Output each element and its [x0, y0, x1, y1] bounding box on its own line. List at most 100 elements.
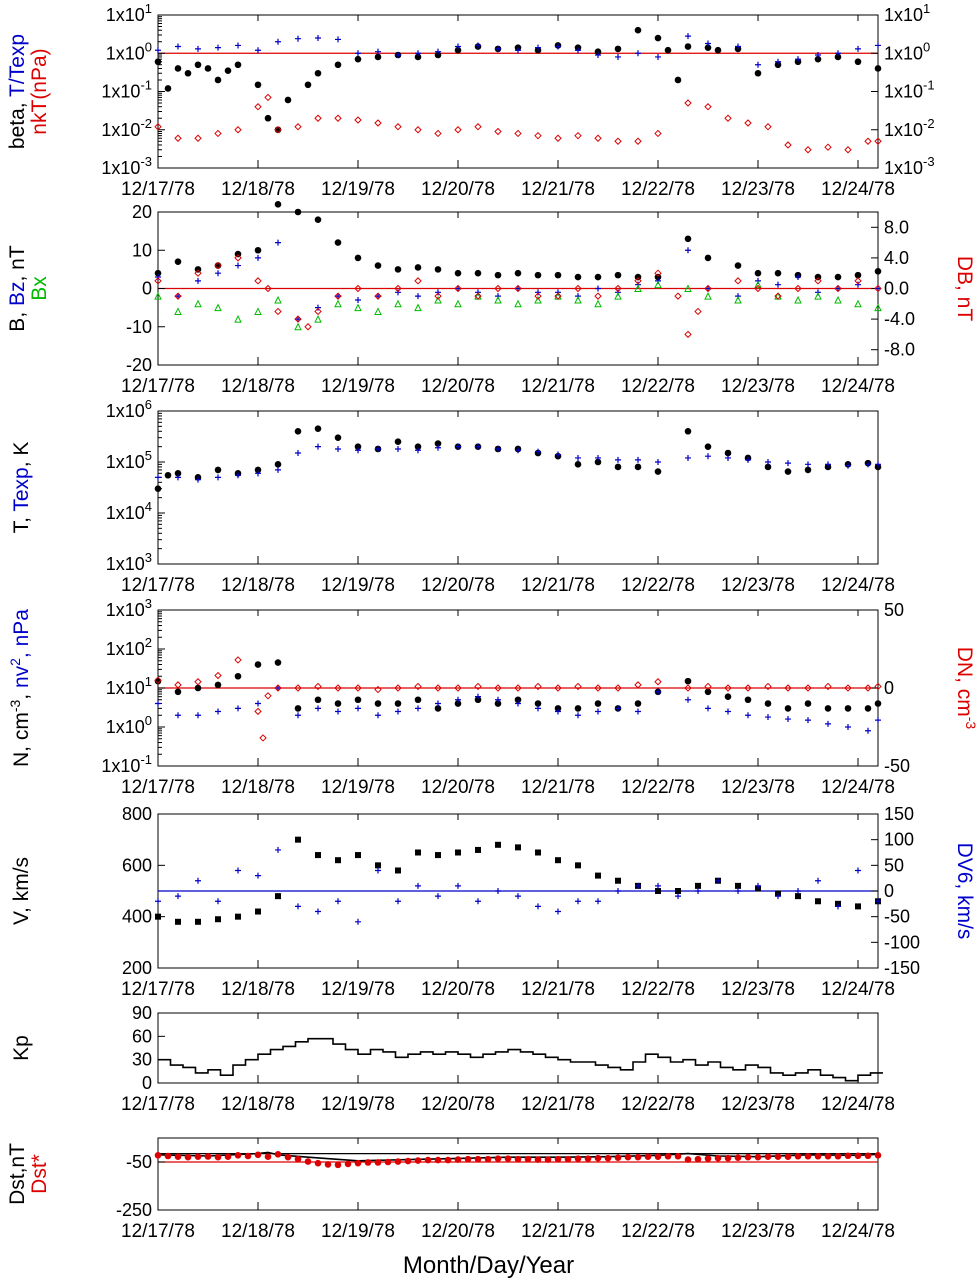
- data-point: [395, 289, 401, 296]
- data-point: [684, 677, 692, 685]
- data-point: [155, 474, 161, 481]
- data-point: [334, 684, 342, 692]
- data-point: [394, 700, 402, 707]
- data-point: [815, 898, 821, 905]
- x-tick-label: 12/23/78: [721, 179, 795, 200]
- data-point: [395, 867, 401, 874]
- data-point: [604, 1154, 612, 1162]
- y-tick-label: 20: [132, 202, 152, 222]
- data-point: [314, 425, 322, 432]
- data-point: [535, 849, 541, 856]
- data-point: [514, 696, 522, 704]
- data-point: [344, 1160, 352, 1168]
- data-point: [174, 681, 182, 689]
- x-tick-label: 12/20/78: [421, 979, 495, 1000]
- data-point: [824, 143, 832, 151]
- data-point: [275, 893, 281, 900]
- data-point: [194, 266, 202, 273]
- y-right-tick-label: 50: [884, 855, 904, 875]
- data-point: [554, 684, 562, 692]
- x-tick-label: 12/20/78: [421, 777, 495, 798]
- data-point: [275, 846, 281, 853]
- data-point: [394, 438, 402, 446]
- data-point: [535, 289, 541, 296]
- data-point: [704, 682, 712, 691]
- data-point: [404, 1157, 412, 1165]
- series-v: [155, 836, 881, 925]
- data-point: [634, 681, 642, 689]
- data-point: [155, 700, 161, 707]
- data-point: [215, 270, 221, 277]
- x-tick-label: 12/18/78: [221, 376, 295, 397]
- data-point: [744, 684, 752, 692]
- data-point: [444, 1156, 452, 1164]
- data-point: [674, 292, 682, 300]
- data-point: [434, 1156, 442, 1164]
- data-point: [335, 708, 341, 715]
- data-point: [795, 274, 801, 281]
- y-tick-label: -250: [116, 1200, 152, 1220]
- data-point: [394, 684, 402, 692]
- data-point: [704, 443, 712, 450]
- data-point: [254, 103, 262, 111]
- x-tick-label: 12/24/78: [821, 1094, 895, 1115]
- x-tick-label: 12/18/78: [221, 575, 295, 596]
- data-point: [355, 705, 361, 712]
- data-point: [284, 1153, 292, 1161]
- data-point: [374, 119, 382, 127]
- data-point: [234, 672, 242, 680]
- x-tick-label: 12/20/78: [421, 376, 495, 397]
- data-point: [535, 448, 541, 455]
- data-point: [174, 307, 182, 315]
- x-tick-label: 12/17/78: [121, 777, 195, 798]
- data-point: [515, 700, 521, 707]
- data-point: [194, 269, 202, 277]
- data-point: [215, 708, 221, 715]
- data-point: [614, 1154, 622, 1161]
- data-point: [154, 676, 162, 684]
- data-point: [215, 44, 221, 51]
- data-point: [514, 269, 522, 277]
- data-point: [295, 903, 301, 910]
- data-point: [684, 427, 692, 435]
- data-point: [534, 292, 542, 300]
- data-point: [174, 258, 182, 266]
- data-point: [435, 893, 441, 900]
- data-point: [454, 684, 462, 692]
- data-point: [595, 708, 601, 715]
- data-point: [784, 1153, 792, 1161]
- data-point: [435, 700, 441, 707]
- data-point: [584, 1155, 592, 1162]
- panel-beta: 1x101 1x100 1x10-1 1x10-2 1x10-3 1x101 1x100 1x…: [6, 1, 935, 200]
- data-point: [745, 712, 751, 719]
- data-point: [614, 284, 622, 293]
- y-axis-label-2: Bx: [28, 276, 51, 301]
- data-point: [494, 295, 502, 304]
- data-point: [494, 284, 502, 293]
- data-point: [354, 443, 362, 450]
- data-point: [795, 893, 801, 900]
- data-point: [314, 696, 322, 704]
- data-point: [614, 271, 622, 279]
- data-point: [415, 293, 421, 300]
- x-tick-label: 12/19/78: [321, 1221, 395, 1242]
- data-point: [514, 1155, 522, 1163]
- y-right-tick-label: 150: [884, 804, 914, 824]
- data-point: [435, 852, 441, 859]
- y-axis-label-right: DB, nT: [953, 256, 976, 322]
- data-point: [755, 61, 761, 68]
- data-point: [705, 705, 711, 712]
- data-point: [294, 208, 302, 216]
- data-point: [874, 284, 882, 293]
- data-point: [635, 50, 641, 57]
- data-point: [664, 46, 672, 54]
- data-point: [835, 903, 841, 910]
- data-point: [495, 888, 501, 894]
- data-point: [844, 146, 852, 154]
- data-point: [335, 293, 341, 300]
- data-point: [355, 296, 361, 303]
- series-bz: [155, 239, 881, 323]
- data-point: [154, 485, 162, 492]
